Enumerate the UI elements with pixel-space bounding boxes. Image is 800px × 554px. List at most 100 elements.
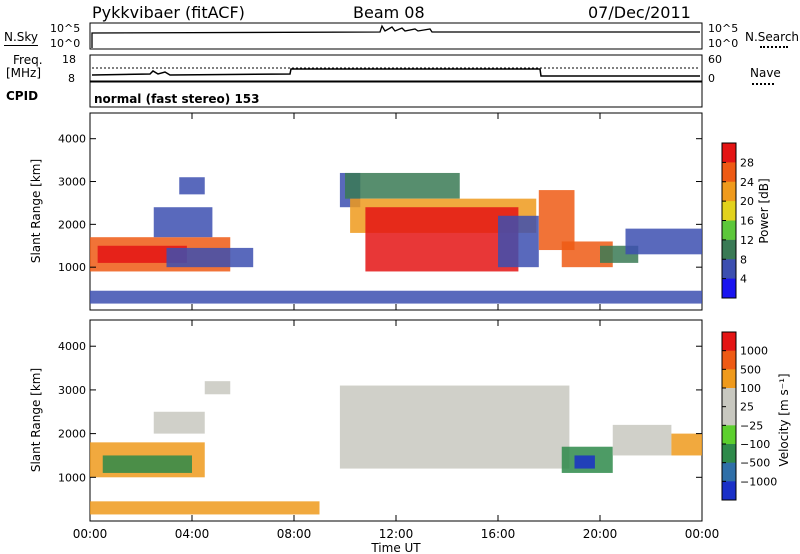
power-colorbar-segment-5 — [722, 239, 736, 260]
power-ytick-label-1: 2000 — [58, 218, 86, 231]
velocity-y-ticks: 1000 2000 3000 4000 — [58, 340, 702, 484]
power-echo-region-1 — [97, 245, 187, 263]
velocity-colorbar-segment-7 — [722, 462, 736, 482]
velocity-ytick-label-1: 2000 — [58, 428, 86, 441]
velocity-colorbar-segment-4 — [722, 406, 736, 426]
x-tick-label-2: 08:00 — [277, 527, 312, 541]
velocity-colorbar-segment-3 — [722, 388, 736, 408]
power-colorbar-tick-label-5: 24 — [740, 176, 754, 189]
x-tick-label-6: 00:00 — [685, 527, 720, 541]
velocity-echo-region-2 — [153, 411, 205, 434]
velocity-ylabel: Slant Range [km] — [29, 368, 43, 472]
cpid-frame — [89, 81, 703, 108]
power-panel: 1000 2000 3000 4000 Slant Range [km] 4 8 12 16… — [29, 112, 771, 311]
velocity-echo-region-3 — [204, 381, 231, 395]
velocity-echo-region-9 — [90, 501, 320, 515]
velocity-colorbar-segment-1 — [722, 350, 736, 370]
power-echo-region-14 — [90, 290, 702, 304]
power-colorbar-tick-label-6: 28 — [740, 156, 754, 169]
velocity-ytick-label-3: 4000 — [58, 340, 86, 353]
power-ytick-label-0: 1000 — [58, 261, 86, 274]
velocity-echo-region-4 — [339, 385, 570, 469]
power-echo-region-4 — [179, 177, 205, 195]
nsearch-label: N.Search — [745, 30, 800, 44]
velocity-ytick-label-0: 1000 — [58, 471, 86, 484]
power-echo-region-8 — [365, 207, 519, 272]
velocity-colorbar-frame — [721, 331, 737, 501]
x-tick-label-0: 00:00 — [73, 527, 108, 541]
power-colorbar-segment-7 — [722, 278, 736, 299]
power-colorbar: 4 8 12 16 20 24 28 — [721, 142, 754, 299]
power-colorbar-segment-0 — [722, 143, 736, 163]
nave-tick-bottom: 0 — [708, 72, 715, 85]
power-colorbar-tick-label-4: 20 — [740, 195, 754, 208]
velocity-colorbar-tick-label-1: 500 — [740, 363, 761, 376]
power-colorbar-segment-3 — [722, 201, 736, 221]
velocity-colorbar-tick-label-5: −100 — [740, 438, 770, 451]
velocity-colorbar-segment-8 — [722, 481, 736, 501]
power-echo-region-2 — [166, 247, 254, 268]
nave-label: Nave — [750, 66, 781, 80]
velocity-panel: 1000 2000 3000 4000 Slant Range [km] 1000 50… — [29, 319, 791, 522]
velocity-colorbar-label: Velocity [m s⁻¹] — [777, 373, 791, 466]
power-echo-region-6 — [345, 172, 460, 199]
station-title: Pykkvibaer (fitACF) — [92, 3, 245, 22]
power-colorbar-segment-1 — [722, 162, 736, 183]
x-tick-label-1: 04:00 — [175, 527, 210, 541]
x-tick-labels: 00:00 04:00 08:00 12:00 16:00 20:00 00:00 — [73, 527, 720, 541]
velocity-x-ticks — [89, 320, 703, 521]
x-tick-label-3: 12:00 — [379, 527, 414, 541]
power-colorbar-segment-4 — [722, 220, 736, 241]
velocity-colorbar-segment-2 — [722, 369, 736, 389]
nsearch-tick-bottom: 10^0 — [708, 37, 739, 50]
velocity-colorbar-segment-6 — [722, 444, 736, 464]
velocity-ytick-label-2: 3000 — [58, 384, 86, 397]
velocity-colorbar-tick-label-3: 25 — [740, 401, 754, 414]
nsky-underline — [4, 45, 38, 46]
velocity-colorbar-tick-label-0: 1000 — [740, 345, 768, 358]
power-regions — [90, 172, 702, 304]
freq-trace — [91, 68, 700, 77]
power-echo-region-10 — [538, 190, 575, 251]
power-x-ticks — [89, 113, 703, 310]
power-echo-region-9 — [498, 215, 539, 268]
power-colorbar-tick-label-1: 8 — [740, 253, 747, 266]
freq-frame — [89, 54, 703, 82]
freq-label-line1: Freq. — [13, 53, 43, 67]
nsearch-dotted-key — [760, 46, 788, 48]
nsky-tick-bottom: 10^0 — [50, 37, 81, 50]
velocity-echo-region-8 — [671, 433, 702, 456]
freq-tick-bottom: 8 — [68, 72, 75, 85]
nsearch-tick-top: 10^5 — [708, 22, 739, 35]
power-colorbar-tick-label-2: 12 — [740, 234, 754, 247]
power-colorbar-tick-label-0: 4 — [740, 273, 747, 286]
velocity-colorbar: 1000 500 100 25 −25 −100 −500 −1000 — [721, 331, 777, 501]
x-tick-label-5: 20:00 — [583, 527, 618, 541]
velocity-echo-region-1 — [102, 455, 192, 473]
nave-dotted-key — [752, 83, 774, 85]
cpid-label: CPID — [6, 89, 39, 103]
velocity-colorbar-tick-label-2: 100 — [740, 382, 761, 395]
nsky-label: N.Sky — [4, 30, 39, 44]
freq-label-line2: [MHz] — [6, 66, 42, 80]
velocity-colorbar-tick-label-6: −500 — [740, 457, 770, 470]
power-echo-region-3 — [153, 207, 213, 238]
velocity-colorbar-tick-label-4: −25 — [740, 419, 763, 432]
nsky-tick-top: 10^5 — [50, 22, 81, 35]
velocity-colorbar-tick-label-7: −1000 — [740, 475, 777, 488]
power-colorbar-segment-6 — [722, 259, 736, 280]
beam-title: Beam 08 — [353, 3, 425, 22]
power-echo-region-13 — [625, 228, 702, 255]
power-ytick-label-3: 4000 — [58, 133, 86, 146]
velocity-colorbar-segment-5 — [722, 425, 736, 445]
date-title: 07/Dec/2011 — [588, 3, 691, 22]
x-axis-label: Time UT — [370, 541, 421, 554]
cpid-text: normal (fast stereo) 153 — [94, 92, 260, 106]
nave-tick-top: 60 — [708, 53, 722, 66]
power-colorbar-segment-2 — [722, 181, 736, 202]
power-colorbar-label: Power [dB] — [757, 178, 771, 243]
x-tick-label-4: 16:00 — [481, 527, 516, 541]
freq-tick-top: 18 — [62, 53, 76, 66]
power-ytick-label-2: 3000 — [58, 176, 86, 189]
